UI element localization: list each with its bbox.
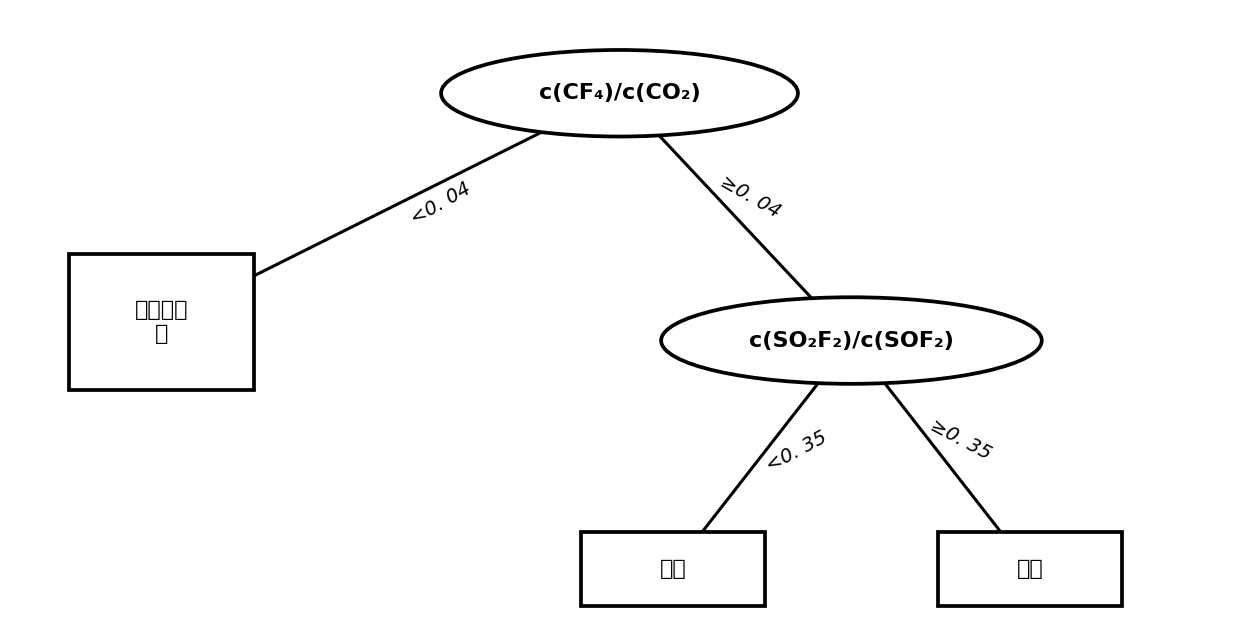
Text: 微粒: 微粒 bbox=[659, 559, 686, 580]
Bar bbox=[581, 532, 766, 607]
Text: c(SO₂F₂)/c(SOF₂): c(SO₂F₂)/c(SOF₂) bbox=[750, 330, 954, 350]
Bar bbox=[938, 532, 1123, 607]
Text: c(CF₄)/c(CO₂): c(CF₄)/c(CO₂) bbox=[539, 83, 700, 103]
Text: <0. 35: <0. 35 bbox=[763, 428, 830, 475]
Text: 金属突出
物: 金属突出 物 bbox=[135, 300, 188, 344]
Text: 气隙: 气隙 bbox=[1016, 559, 1043, 580]
Text: <0. 04: <0. 04 bbox=[408, 179, 475, 229]
Ellipse shape bbox=[441, 50, 798, 137]
Bar bbox=[69, 254, 254, 390]
Text: ≥0. 04: ≥0. 04 bbox=[716, 173, 783, 222]
Ellipse shape bbox=[662, 298, 1042, 384]
Text: ≥0. 35: ≥0. 35 bbox=[928, 416, 995, 464]
